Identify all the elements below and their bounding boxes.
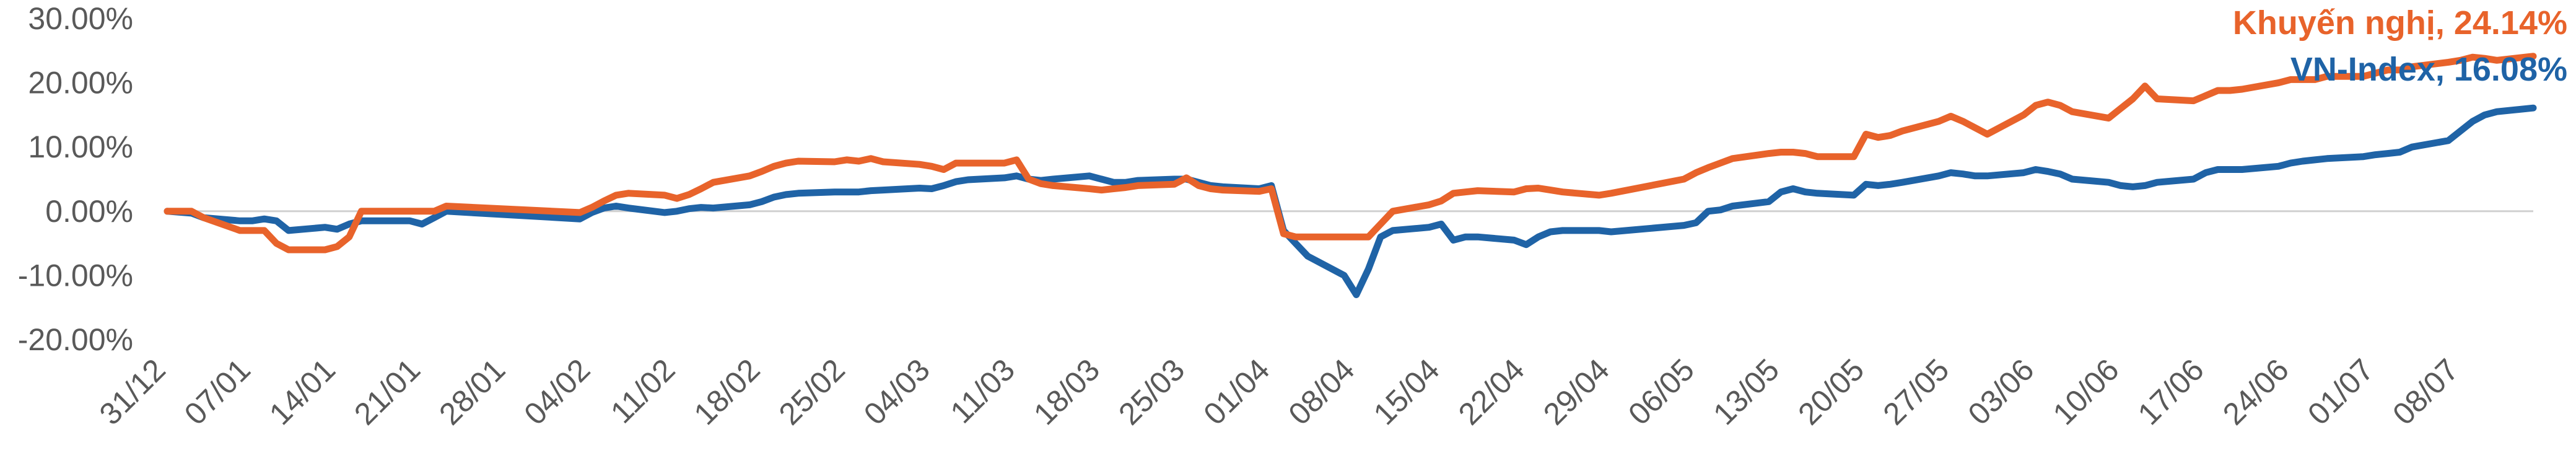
x-tick-label: 01/04 bbox=[1197, 352, 1276, 431]
x-tick-label: 27/05 bbox=[1876, 352, 1955, 431]
legend: Khuyến nghị, 24.14% VN-Index, 16.08% bbox=[2233, 4, 2567, 88]
x-tick-label: 04/03 bbox=[857, 352, 937, 431]
x-tick-label: 01/07 bbox=[2301, 352, 2380, 431]
y-axis: 30.00% 20.00% 10.00% 0.00% -10.00% -20.00% bbox=[18, 1, 133, 357]
y-tick-label: 0.00% bbox=[45, 194, 133, 229]
y-tick-label: 20.00% bbox=[28, 66, 133, 100]
series-line-khuyen-nghi bbox=[164, 53, 2537, 254]
x-tick-label: 25/02 bbox=[772, 352, 852, 431]
legend-label: Khuyến nghị, 24.14% bbox=[2233, 4, 2567, 42]
x-tick-label: 24/06 bbox=[2216, 352, 2295, 431]
x-tick-label: 18/02 bbox=[688, 352, 767, 431]
x-tick-label: 11/02 bbox=[604, 352, 681, 430]
series-layer bbox=[164, 53, 2537, 298]
x-tick-label: 18/03 bbox=[1027, 352, 1106, 431]
x-tick-label: 08/04 bbox=[1281, 352, 1361, 431]
x-tick-label: 03/06 bbox=[1962, 352, 2041, 431]
x-tick-label: 04/02 bbox=[517, 352, 596, 431]
x-tick-label: 29/04 bbox=[1537, 352, 1616, 431]
x-tick-label: 21/01 bbox=[347, 352, 427, 431]
y-tick-label: 30.00% bbox=[28, 1, 133, 36]
legend-label: VN-Index, 16.08% bbox=[2290, 51, 2567, 88]
x-tick-label: 25/03 bbox=[1112, 352, 1191, 431]
x-tick-label: 08/07 bbox=[2386, 352, 2465, 431]
x-tick-label: 07/01 bbox=[178, 352, 257, 431]
x-tick-label: 22/04 bbox=[1452, 352, 1531, 431]
series-line-vn-index bbox=[164, 104, 2537, 298]
x-tick-label: 06/05 bbox=[1622, 352, 1701, 431]
x-tick-label: 14/01 bbox=[263, 352, 342, 431]
x-tick-label: 28/01 bbox=[432, 352, 512, 431]
x-tick-label: 10/06 bbox=[2046, 352, 2126, 431]
x-tick-label: 13/05 bbox=[1706, 352, 1786, 431]
x-tick-label: 15/04 bbox=[1367, 352, 1446, 431]
y-tick-label: -10.00% bbox=[18, 258, 133, 293]
y-tick-label: -20.00% bbox=[18, 322, 133, 357]
y-tick-label: 10.00% bbox=[28, 130, 133, 164]
x-tick-label: 31/12 bbox=[93, 352, 172, 431]
x-tick-label: 11/03 bbox=[944, 352, 1021, 430]
x-tick-label: 20/05 bbox=[1791, 352, 1871, 431]
x-tick-label: 17/06 bbox=[2131, 352, 2211, 431]
x-axis: 31/12 07/01 14/01 21/01 28/01 04/02 11/02 18/02… bbox=[93, 352, 2466, 431]
